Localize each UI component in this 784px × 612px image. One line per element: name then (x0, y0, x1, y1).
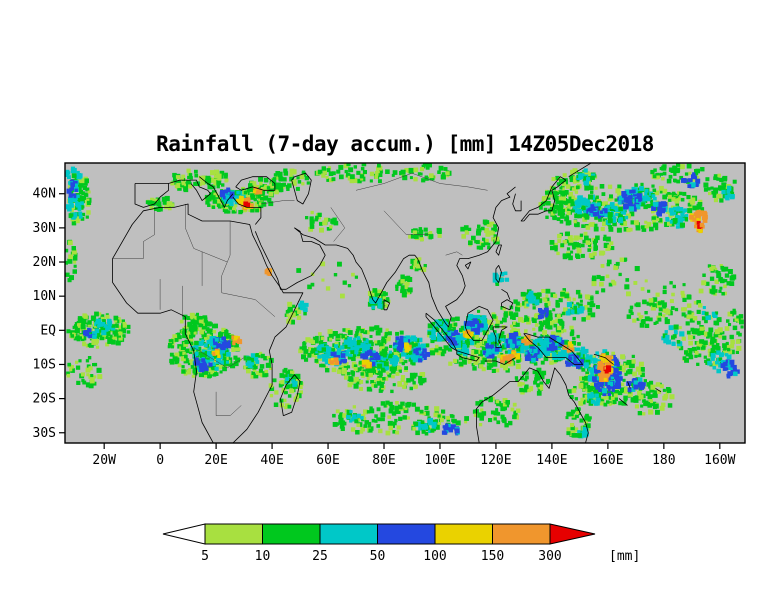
legend-label: 10 (255, 549, 271, 564)
lat-tick-label: EQ (40, 323, 56, 338)
lon-tick-label: 140E (536, 453, 567, 468)
legend-bin (204, 523, 263, 545)
lon-tick-label: 100E (424, 453, 455, 468)
color-legend: 5 10 25 50 100 150 300 [mm] (162, 523, 640, 564)
rainfall-field (65, 163, 744, 439)
lon-tick-label: 160W (704, 453, 735, 468)
legend-label: 25 (312, 549, 328, 564)
lat-tick-label: 30N (33, 221, 56, 236)
legend-arrow-under (162, 523, 206, 545)
lon-tick-label: 180 (652, 453, 675, 468)
legend-bin (262, 523, 321, 545)
legend-bin (319, 523, 378, 545)
legend-bin (377, 523, 436, 545)
legend-label: 100 (423, 549, 446, 564)
lat-tick-label: 10N (33, 289, 56, 304)
legend-bin (492, 523, 551, 545)
legend-label: 150 (481, 549, 504, 564)
lat-tick-label: 30S (33, 426, 56, 441)
legend-label: 300 (538, 549, 561, 564)
legend-arrow-over (549, 523, 596, 545)
map-frame (64, 162, 746, 444)
legend-label: 50 (370, 549, 386, 564)
lon-tick-label: 60E (316, 453, 339, 468)
lat-tick-label: 20N (33, 255, 56, 270)
coastlines-layer (112, 163, 662, 443)
lat-tick-label: 20S (33, 392, 56, 407)
lon-tick-label: 40E (260, 453, 283, 468)
lon-tick-label: 20E (204, 453, 227, 468)
lon-tick-label: 160E (592, 453, 623, 468)
legend-label: 5 (201, 549, 209, 564)
legend-unit: [mm] (609, 549, 640, 564)
lon-tick-label: 20W (92, 453, 116, 468)
lon-tick-label: 120E (480, 453, 511, 468)
rainfall-map: 20W 0 20E 40E 60E 80E 100E 120E 140E 160E 180 160W 4… (33, 162, 746, 468)
lon-tick-label: 0 (156, 453, 164, 468)
legend-bin (434, 523, 493, 545)
axes-layer: 20W 0 20E 40E 60E 80E 100E 120E 140E 160E 180 160W 4… (33, 187, 736, 468)
lon-tick-label: 80E (372, 453, 395, 468)
lat-tick-label: 10S (33, 357, 56, 372)
lat-tick-label: 40N (33, 187, 56, 202)
chart-title: Rainfall (7-day accum.) [mm] 14Z05Dec201… (156, 132, 654, 156)
